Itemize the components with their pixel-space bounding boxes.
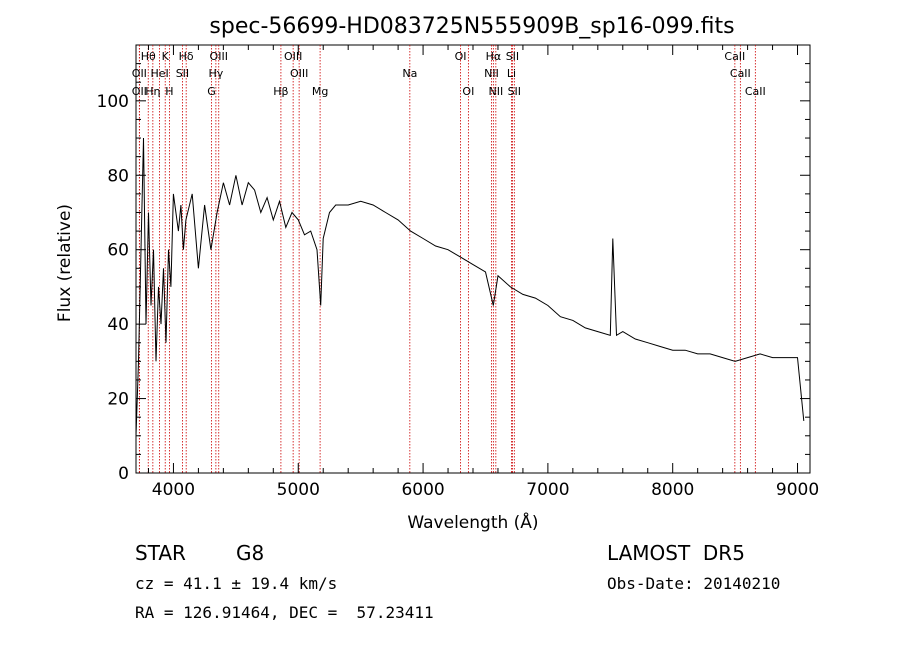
y-tick-label: 20	[107, 390, 129, 410]
line-label: Hγ	[208, 67, 223, 80]
line-label: SII	[508, 85, 521, 98]
x-tick-label: 4000	[152, 480, 195, 500]
line-label: NII	[484, 67, 499, 80]
line-label: Hδ	[179, 50, 194, 63]
line-label: Hθ	[141, 50, 156, 63]
spectral-line-markers	[138, 45, 756, 473]
chart-title: spec-56699-HD083725N555909B_sp16-099.fit…	[209, 14, 734, 39]
object-subclass: G8	[236, 541, 264, 565]
coordinates: RA = 126.91464, DEC = 57.23411	[135, 603, 434, 622]
plot-frame	[135, 44, 811, 474]
y-tick-label: 80	[107, 166, 129, 186]
y-tick-label: 60	[107, 241, 129, 261]
spectrum-line	[135, 137, 805, 436]
y-axis-ticks: 0 20 40 60 80 100	[97, 63, 810, 484]
x-axis-label: Wavelength (Å)	[407, 511, 538, 533]
line-label: K	[162, 50, 170, 63]
line-label: NII	[488, 85, 503, 98]
line-label: OIII	[210, 50, 228, 63]
x-tick-label: 8000	[651, 480, 694, 500]
line-label: Hβ	[273, 85, 288, 98]
line-label: OII	[132, 85, 147, 98]
line-label: Hη	[145, 85, 160, 98]
line-label: H	[165, 85, 173, 98]
x-tick-label: 6000	[401, 480, 444, 500]
x-axis-ticks: 4000 5000 6000 7000 8000 9000	[147, 45, 819, 500]
object-class: STAR	[135, 541, 186, 565]
line-label: Mg	[312, 85, 328, 98]
line-label: Li	[507, 67, 516, 80]
line-label: OIII	[290, 67, 308, 80]
x-tick-label: 5000	[277, 480, 320, 500]
survey-name: LAMOST DR5	[607, 541, 745, 565]
line-label: Na	[402, 67, 417, 80]
line-label: SII	[176, 67, 189, 80]
line-label: SII	[506, 50, 519, 63]
line-label: OI	[455, 50, 467, 63]
y-tick-label: 40	[107, 315, 129, 335]
y-axis-label: Flux (relative)	[55, 204, 75, 322]
x-tick-label: 7000	[526, 480, 569, 500]
line-label: CaII	[745, 85, 766, 98]
line-label: HeI	[150, 67, 168, 80]
line-label: CaII	[724, 50, 745, 63]
redshift-velocity: cz = 41.1 ± 19.4 km/s	[135, 574, 337, 593]
line-label: OIII	[284, 50, 302, 63]
y-tick-label: 0	[118, 464, 129, 484]
line-label: CaII	[730, 67, 751, 80]
y-tick-label: 100	[97, 92, 129, 112]
line-label: G	[207, 85, 216, 98]
x-tick-label: 9000	[776, 480, 819, 500]
line-label: Hα	[486, 50, 502, 63]
observation-date: Obs-Date: 20140210	[607, 574, 780, 593]
line-label: OII	[132, 67, 147, 80]
line-label: OI	[462, 85, 474, 98]
